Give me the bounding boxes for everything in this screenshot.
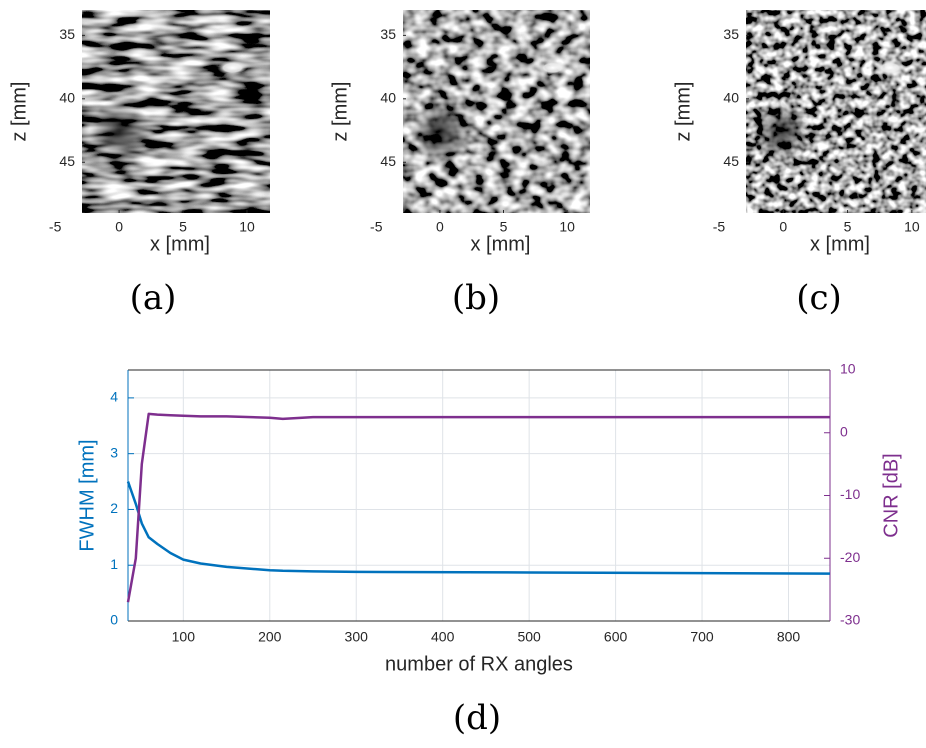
y-tick-label: 40 bbox=[59, 90, 75, 106]
y2-tick-label: -20 bbox=[840, 549, 860, 565]
x-tick-label: 0 bbox=[115, 219, 123, 235]
x-tick-label: 5 bbox=[179, 219, 187, 235]
y-tick-label: 3 bbox=[110, 444, 118, 460]
cyst bbox=[89, 99, 150, 165]
x-axis-label: x [mm] bbox=[150, 233, 210, 255]
y-axis-label: z [mm] bbox=[8, 82, 30, 142]
y-tick-label: 2 bbox=[110, 500, 118, 516]
x-axis-label: x [mm] bbox=[810, 233, 870, 255]
y-tick-label: 45 bbox=[380, 153, 396, 169]
x-tick-label: 100 bbox=[172, 629, 196, 645]
y2-tick-label: 0 bbox=[840, 423, 848, 439]
y2-tick-label: -30 bbox=[840, 612, 860, 628]
x-tick-label: 700 bbox=[690, 629, 714, 645]
y-tick-label: 45 bbox=[59, 153, 75, 169]
y-tick-label: 1 bbox=[110, 556, 118, 572]
x-tick-label: 5 bbox=[500, 219, 508, 235]
x-tick-label: 400 bbox=[431, 629, 455, 645]
bright-target bbox=[217, 60, 248, 75]
y2-tick-label: -10 bbox=[840, 486, 860, 502]
y-axis-label: z [mm] bbox=[329, 82, 351, 142]
y-tick-label: 0 bbox=[110, 612, 118, 628]
y-tick-label: 45 bbox=[723, 153, 739, 169]
y2-tick-label: 10 bbox=[840, 361, 856, 377]
x-axis-label: x [mm] bbox=[471, 233, 531, 255]
x-tick-label: 500 bbox=[517, 629, 541, 645]
y-tick-label: 35 bbox=[59, 26, 75, 42]
x-tick-label: 300 bbox=[345, 629, 369, 645]
panel-caption: (b) bbox=[452, 278, 500, 318]
x-tick-label: -5 bbox=[49, 219, 62, 235]
data-line bbox=[126, 481, 831, 575]
y-tick-label: 40 bbox=[380, 90, 396, 106]
data-line bbox=[126, 412, 830, 603]
x-axis-label: number of RX angles bbox=[385, 653, 573, 675]
x-tick-label: 5 bbox=[844, 219, 852, 235]
x-tick-label: 800 bbox=[777, 629, 801, 645]
x-tick-label: 0 bbox=[436, 219, 444, 235]
panel-caption: (d) bbox=[453, 698, 501, 738]
x-tick-label: 10 bbox=[239, 219, 255, 235]
x-tick-label: 0 bbox=[779, 219, 787, 235]
y-tick-label: 35 bbox=[723, 26, 739, 42]
y-tick-label: 4 bbox=[110, 389, 118, 405]
y-tick-label: 40 bbox=[723, 90, 739, 106]
y2-axis-label: CNR [dB] bbox=[880, 453, 902, 537]
panel-caption: (a) bbox=[130, 278, 177, 318]
y-axis-label: FWHM [mm] bbox=[76, 439, 98, 551]
x-tick-label: 200 bbox=[258, 629, 282, 645]
cyst bbox=[410, 99, 471, 165]
y-tick-label: 35 bbox=[380, 26, 396, 42]
x-tick-label: 10 bbox=[559, 219, 575, 235]
plot-area bbox=[128, 370, 830, 621]
x-tick-label: 10 bbox=[904, 219, 920, 235]
x-tick-label: 600 bbox=[604, 629, 628, 645]
x-tick-label: -5 bbox=[713, 219, 726, 235]
x-tick-label: -5 bbox=[370, 219, 383, 235]
bright-target bbox=[875, 60, 905, 75]
bright-target bbox=[537, 60, 568, 75]
panel-caption: (c) bbox=[796, 278, 842, 318]
y-axis-label: z [mm] bbox=[672, 82, 694, 142]
cyst bbox=[753, 99, 811, 165]
